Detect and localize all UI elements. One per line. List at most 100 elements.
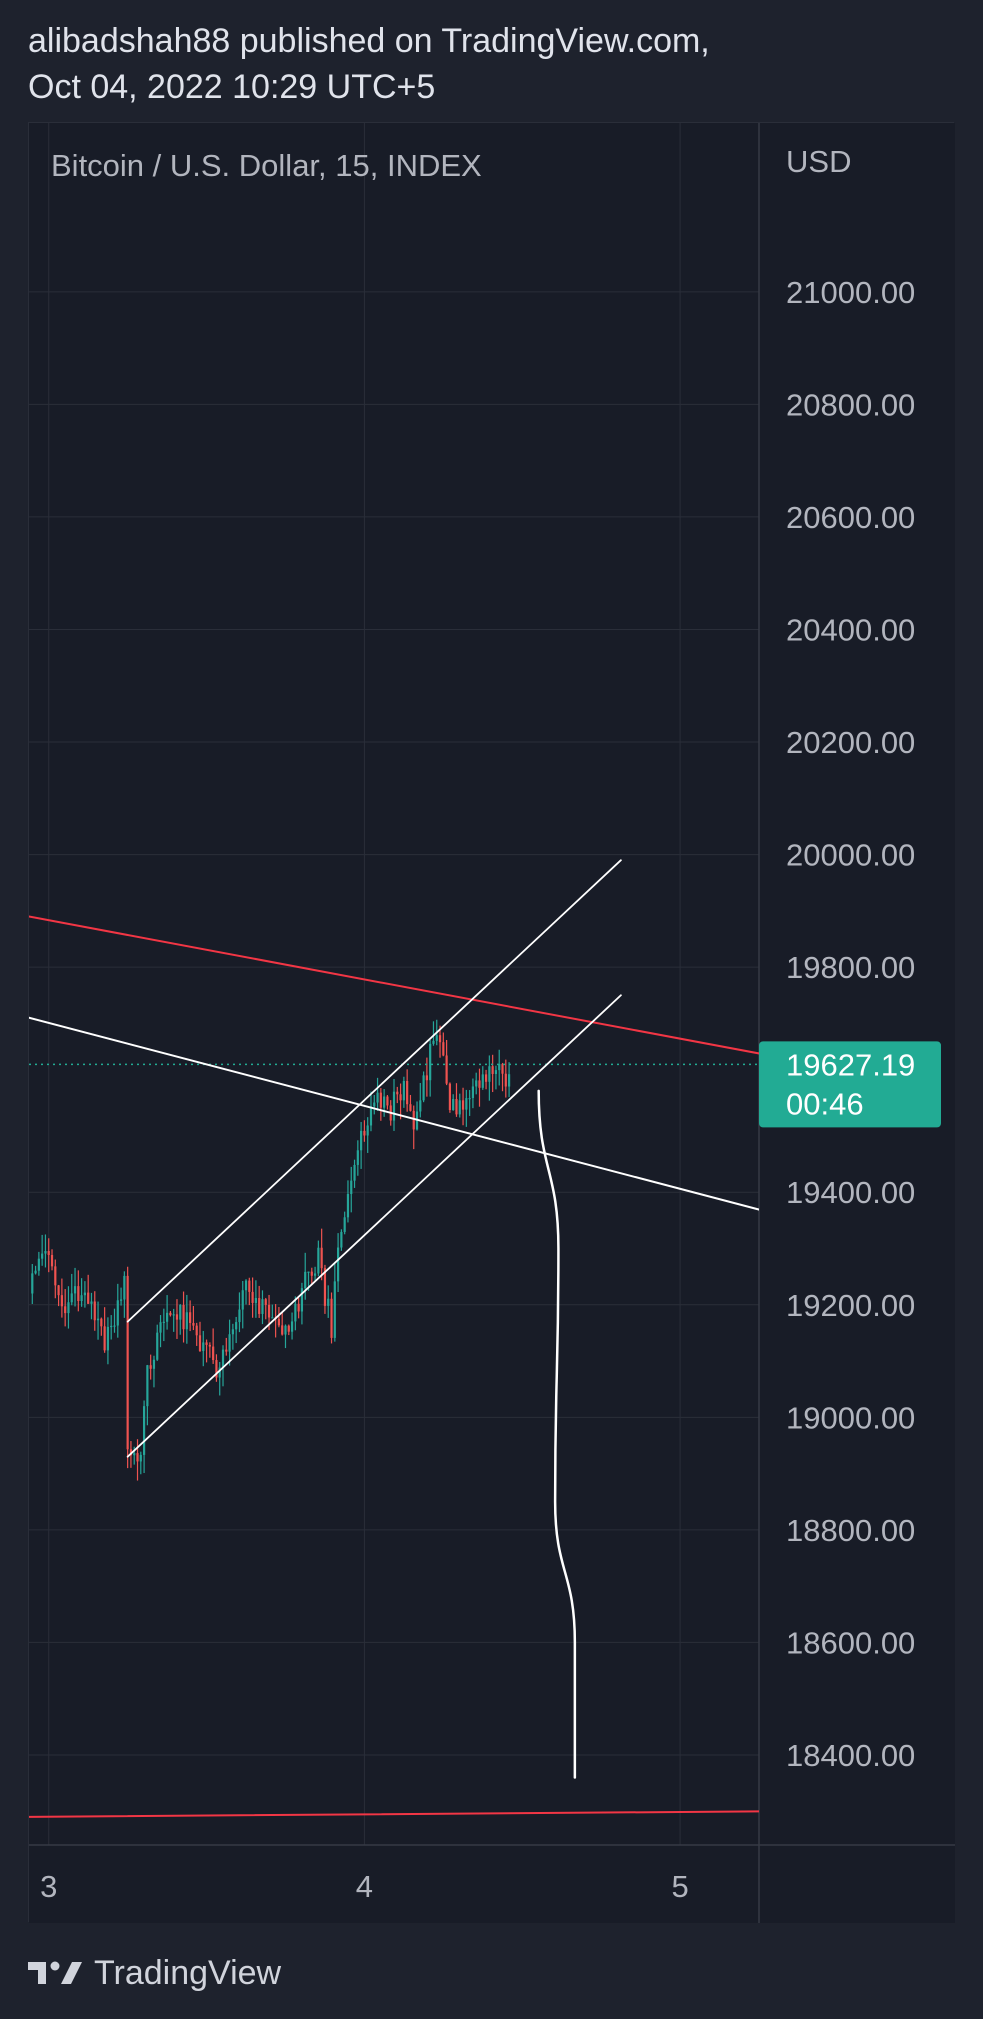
- candle: [353, 1159, 356, 1188]
- candle-body: [119, 1299, 123, 1301]
- candle-body: [175, 1314, 179, 1320]
- price-tick-label: 18600.00: [786, 1625, 915, 1660]
- candle: [475, 1072, 478, 1095]
- candle-body: [478, 1080, 481, 1088]
- candle-body: [287, 1325, 290, 1332]
- candle: [261, 1290, 264, 1325]
- candle: [110, 1315, 113, 1340]
- candle: [139, 1451, 142, 1475]
- candle: [264, 1297, 267, 1320]
- candle: [429, 1039, 432, 1097]
- price-tick-label: 20600.00: [786, 500, 915, 535]
- candle-body: [146, 1365, 149, 1407]
- candle-body: [336, 1247, 340, 1282]
- candle-body: [465, 1098, 468, 1110]
- candle-body: [346, 1193, 350, 1218]
- price-tick-label: 18800.00: [786, 1513, 915, 1548]
- candle: [360, 1121, 363, 1169]
- candle-body: [406, 1080, 409, 1105]
- candle-body: [409, 1104, 412, 1111]
- candle: [504, 1059, 507, 1098]
- candle: [402, 1076, 405, 1108]
- candle-body: [198, 1335, 202, 1351]
- price-tick-label: 19200.00: [786, 1288, 915, 1323]
- candle: [363, 1120, 366, 1142]
- candle-body: [182, 1304, 185, 1330]
- candle-body: [313, 1273, 317, 1276]
- candle-body: [57, 1285, 60, 1296]
- candle-body: [90, 1301, 93, 1304]
- candle: [116, 1283, 119, 1338]
- candle: [146, 1364, 149, 1426]
- chart-frame[interactable]: Bitcoin / U.S. Dollar, 15, INDEX USD 21000…: [28, 122, 955, 1923]
- candle: [70, 1273, 73, 1306]
- candle: [228, 1319, 231, 1366]
- currency-label: USD: [786, 144, 851, 179]
- candle: [248, 1277, 251, 1306]
- candle-body: [113, 1325, 116, 1327]
- candle-body: [491, 1066, 494, 1074]
- price-chart[interactable]: Bitcoin / U.S. Dollar, 15, INDEX USD 21000…: [29, 123, 955, 1923]
- candle-body: [96, 1318, 100, 1321]
- candle: [166, 1295, 169, 1330]
- candle: [195, 1322, 198, 1346]
- candle: [399, 1083, 402, 1120]
- candle: [488, 1055, 491, 1101]
- candle-body: [54, 1266, 57, 1286]
- red-resistance-line: [29, 915, 759, 1055]
- candle-body: [129, 1449, 133, 1456]
- publish-date: Oct 04, 2022 10:29 UTC+5: [28, 68, 436, 106]
- candle-body: [320, 1247, 323, 1269]
- candle-body: [208, 1344, 211, 1347]
- candle: [373, 1095, 376, 1115]
- candle-body: [425, 1075, 428, 1081]
- candle-body: [399, 1094, 402, 1101]
- candle-body: [323, 1268, 327, 1306]
- candle: [432, 1021, 435, 1046]
- candle: [123, 1271, 126, 1318]
- candle-countdown: 00:46: [786, 1086, 864, 1121]
- candle: [251, 1277, 254, 1318]
- candle: [313, 1266, 317, 1281]
- candle-body: [369, 1106, 373, 1126]
- candle-body: [41, 1253, 44, 1259]
- candle-body: [152, 1359, 156, 1369]
- candle: [290, 1312, 294, 1340]
- candle: [182, 1291, 185, 1343]
- candle-body: [300, 1288, 304, 1312]
- candle-body: [290, 1321, 294, 1332]
- candle: [310, 1267, 313, 1285]
- candle: [304, 1252, 307, 1300]
- candle-body: [363, 1130, 366, 1136]
- candle-body: [432, 1040, 435, 1044]
- candle-body: [327, 1298, 330, 1306]
- projection-curve: [537, 1089, 577, 1779]
- candle-body: [438, 1035, 442, 1043]
- candle: [471, 1078, 475, 1109]
- candle-body: [271, 1317, 274, 1319]
- price-tick-label: 18400.00: [786, 1738, 915, 1773]
- price-tick-label: 20000.00: [786, 838, 915, 873]
- candle-body: [481, 1074, 484, 1088]
- candle: [162, 1308, 165, 1342]
- candle: [67, 1286, 70, 1329]
- price-tick-label: 21000.00: [786, 275, 915, 310]
- candle-body: [333, 1281, 336, 1338]
- candle: [77, 1270, 80, 1312]
- candle-body: [142, 1406, 146, 1455]
- candles: [31, 1019, 511, 1481]
- candle-body: [350, 1180, 353, 1194]
- candle: [189, 1300, 192, 1332]
- candle-body: [386, 1096, 389, 1106]
- candle-body: [103, 1326, 106, 1351]
- candle-body: [373, 1102, 376, 1107]
- candle-body: [429, 1043, 432, 1081]
- candle: [406, 1069, 409, 1112]
- candle: [202, 1330, 205, 1367]
- candle: [350, 1166, 353, 1213]
- candle-body: [93, 1301, 96, 1321]
- white-trend-line: [29, 1016, 759, 1211]
- candle: [212, 1328, 215, 1364]
- candle: [409, 1094, 412, 1112]
- candle: [327, 1285, 330, 1318]
